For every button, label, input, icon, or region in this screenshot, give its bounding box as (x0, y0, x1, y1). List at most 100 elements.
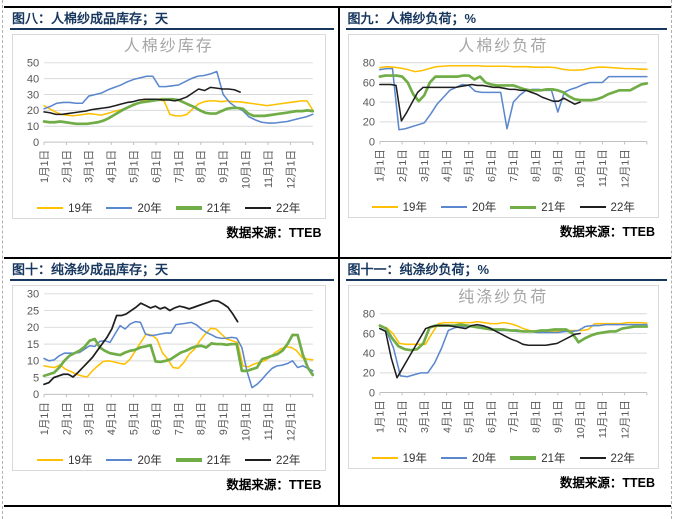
svg-text:8月1日: 8月1日 (530, 149, 542, 182)
chart-legend: 19年 20年 21年 22年 (351, 448, 657, 468)
svg-text:0: 0 (368, 387, 374, 399)
svg-text:20: 20 (362, 117, 374, 129)
legend-label: 19年 (402, 202, 427, 215)
legend-item-19年: 19年 (371, 199, 427, 215)
legend-label: 22年 (276, 454, 301, 467)
legend-swatch (106, 207, 133, 210)
legend-swatch (245, 207, 272, 210)
legend-swatch (175, 206, 202, 210)
legend-item-20年: 20年 (106, 200, 162, 216)
svg-text:4月1日: 4月1日 (441, 149, 453, 182)
legend-item-20年: 20年 (440, 199, 497, 215)
legend-item-19年: 19年 (371, 450, 427, 466)
legend-item-20年: 20年 (440, 450, 497, 466)
chart-legend: 19年 20年 21年 22年 (15, 450, 323, 470)
svg-text:9月1日: 9月1日 (218, 402, 230, 435)
svg-text:5月1日: 5月1日 (463, 149, 475, 182)
svg-text:1月1日: 1月1日 (39, 402, 51, 435)
legend-item-19年: 19年 (37, 452, 92, 468)
data-source-label: 数据来源：TTEB (226, 226, 322, 241)
svg-text:50: 50 (27, 58, 39, 70)
svg-text:2月1日: 2月1日 (61, 150, 73, 183)
svg-text:10月1日: 10月1日 (574, 400, 586, 439)
legend-label: 20年 (471, 452, 497, 465)
svg-text:20: 20 (27, 105, 39, 117)
svg-text:6月1日: 6月1日 (151, 150, 163, 183)
svg-text:0: 0 (33, 389, 39, 401)
chart-figure-9[interactable]: 人棉纱负荷 0 20 40 60 80 1月1日 2月1日 3月1日 4月1日 5月1日 6月1日 7… (347, 34, 659, 219)
legend-swatch (510, 205, 537, 209)
legend-item-21年: 21年 (175, 452, 231, 468)
chart-title: 纯涤纱负荷 (458, 288, 549, 306)
svg-text:2月1日: 2月1日 (61, 402, 73, 435)
legend-swatch (579, 206, 606, 209)
legend-item-22年: 22年 (245, 200, 300, 216)
svg-text:40: 40 (362, 97, 374, 109)
svg-text:5月1日: 5月1日 (128, 402, 140, 435)
svg-text:9月1日: 9月1日 (218, 150, 230, 183)
legend-label: 20年 (471, 202, 497, 215)
svg-text:12月1日: 12月1日 (285, 150, 297, 189)
svg-text:25: 25 (27, 305, 39, 317)
legend-label: 21年 (206, 203, 232, 216)
svg-text:40: 40 (362, 347, 374, 359)
legend-item-20年: 20年 (106, 452, 162, 468)
legend-swatch (37, 207, 64, 210)
panel-figure-9: 图九：人棉纱负荷；% 人棉纱负荷 0 20 40 60 80 1月1日 2月1日 3月1日 4月… (337, 8, 672, 257)
svg-text:12月1日: 12月1日 (285, 402, 297, 441)
data-source-label: 数据来源：TTEB (226, 477, 322, 492)
svg-text:6月1日: 6月1日 (485, 400, 497, 433)
legend-swatch (440, 206, 467, 209)
legend-swatch (175, 458, 202, 462)
svg-text:10月1日: 10月1日 (574, 149, 586, 188)
panel-figure-11-header: 图十一：纯涤纱负荷；% (345, 261, 667, 281)
svg-text:9月1日: 9月1日 (552, 400, 564, 433)
chart-figure-10[interactable]: 0 5 10 15 20 25 30 1月1日 2月1日 3月1日 4月1日 5月1日 6月1日 7月1日… (12, 284, 326, 471)
chart-plot-area: 0 20 40 60 80 1月1日 2月1日 3月1日 4月1日 5月1日 6月1日 7月1日 8月1… (362, 308, 648, 439)
legend-label: 21年 (541, 202, 566, 215)
chart-figure-8[interactable]: 人棉纱库存 0 10 20 30 40 50 1月1日 2月1日 3月1日 4月1日 5月1日 6月1… (12, 34, 326, 220)
svg-text:1月1日: 1月1日 (39, 150, 51, 183)
svg-text:40: 40 (27, 74, 39, 86)
panel-figure-10: 图十：纯涤纱成品库存；天 0 5 10 15 20 25 30 1月1日 2月1日 3月1日 4月1… (4, 256, 338, 506)
svg-text:20: 20 (27, 322, 39, 334)
legend-item-21年: 21年 (510, 450, 566, 466)
svg-text:10月1日: 10月1日 (240, 402, 252, 441)
svg-text:60: 60 (362, 77, 374, 89)
svg-text:0: 0 (368, 136, 374, 148)
svg-text:5月1日: 5月1日 (463, 400, 475, 433)
legend-label: 20年 (137, 454, 162, 467)
panel-figure-9-header: 图九：人棉纱负荷；% (345, 10, 667, 30)
chart-legend: 19年 20年 21年 22年 (15, 198, 323, 218)
legend-item-21年: 21年 (510, 199, 566, 215)
svg-text:9月1日: 9月1日 (552, 149, 564, 182)
svg-text:3月1日: 3月1日 (419, 400, 431, 433)
chart-plot-area: 0 10 20 30 40 50 1月1日 2月1日 3月1日 4月1日 5月1日 6月1日 7月1日 8… (27, 58, 315, 189)
chart-plot-area: 0 5 10 15 20 25 30 1月1日 2月1日 3月1日 4月1日 5月1日 6月1日 7月1日… (27, 288, 315, 441)
svg-text:6月1日: 6月1日 (151, 402, 163, 435)
svg-text:2月1日: 2月1日 (396, 400, 408, 433)
panel-figure-8: 图八：人棉纱成品库存；天 人棉纱库存 0 10 20 30 40 50 1月1日 2月1日 3月… (4, 8, 338, 257)
legend-swatch (371, 456, 398, 459)
svg-text:80: 80 (362, 308, 374, 320)
legend-label: 19年 (68, 203, 93, 216)
svg-text:7月1日: 7月1日 (508, 400, 520, 433)
svg-text:60: 60 (362, 328, 374, 340)
page-break-line-left (2, 0, 3, 519)
legend-swatch (106, 458, 133, 461)
svg-text:7月1日: 7月1日 (173, 402, 185, 435)
svg-text:6月1日: 6月1日 (485, 149, 497, 182)
legend-item-21年: 21年 (175, 200, 232, 216)
panel-figure-10-header: 图十：纯涤纱成品库存；天 (10, 261, 334, 281)
svg-text:10: 10 (27, 121, 39, 133)
svg-text:12月1日: 12月1日 (619, 400, 631, 439)
svg-text:4月1日: 4月1日 (441, 400, 453, 433)
chart-figure-11[interactable]: 纯涤纱负荷 0 20 40 60 80 1月1日 2月1日 3月1日 4月1日 5月1日 6月1日 7… (347, 284, 659, 469)
svg-text:7月1日: 7月1日 (508, 149, 520, 182)
svg-text:30: 30 (27, 288, 39, 300)
chart-title: 人棉纱库存 (123, 38, 214, 55)
legend-label: 22年 (276, 203, 301, 216)
page-break-line-right (671, 0, 672, 519)
svg-text:7月1日: 7月1日 (173, 150, 185, 183)
legend-item-22年: 22年 (579, 199, 635, 215)
